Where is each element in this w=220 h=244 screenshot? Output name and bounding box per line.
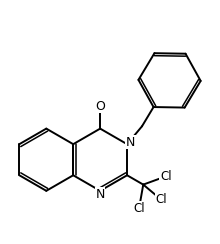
- Text: N: N: [126, 136, 135, 149]
- Text: N: N: [95, 188, 105, 201]
- Text: Cl: Cl: [156, 193, 167, 206]
- Text: Cl: Cl: [133, 202, 145, 215]
- Text: O: O: [95, 100, 105, 113]
- Text: Cl: Cl: [160, 170, 172, 183]
